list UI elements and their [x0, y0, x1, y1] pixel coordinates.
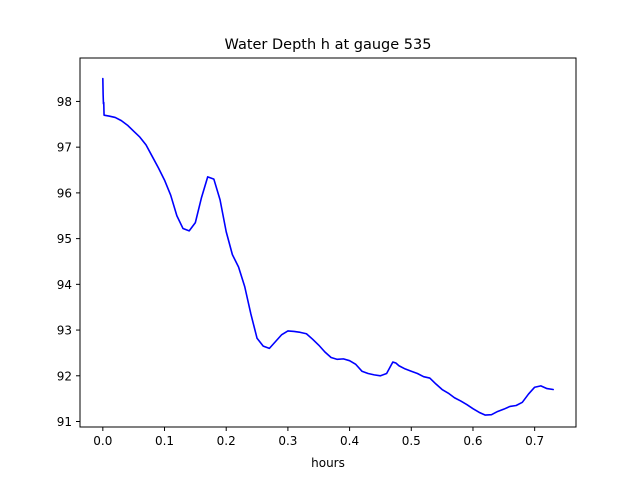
y-tick-label: 97	[57, 141, 72, 155]
x-tick-label: 0.6	[463, 434, 482, 448]
x-tick-label: 0.3	[278, 434, 297, 448]
y-tick-label: 93	[57, 324, 72, 338]
x-tick-label: 0.1	[155, 434, 174, 448]
x-tick-label: 0.5	[402, 434, 421, 448]
y-tick-label: 94	[57, 278, 72, 292]
x-tick-label: 0.7	[525, 434, 544, 448]
series-line	[102, 77, 554, 416]
x-tick-label: 0.2	[217, 434, 236, 448]
x-tick-label: 0.4	[340, 434, 359, 448]
chart-title: Water Depth h at gauge 535	[225, 37, 432, 53]
x-axis-label: hours	[311, 456, 345, 470]
axes-frame	[79, 57, 577, 428]
plot-layer	[102, 77, 554, 416]
x-axis: 0.0 0.1 0.2 0.3 0.4 0.5 0.6 0.7	[93, 427, 544, 448]
y-axis: 91 92 93 94 95 96 97 98	[57, 95, 80, 429]
y-tick-label: 98	[57, 95, 72, 109]
y-tick-label: 95	[57, 232, 72, 246]
y-tick-label: 96	[57, 186, 72, 200]
x-tick-label: 0.0	[93, 434, 112, 448]
y-tick-label: 92	[57, 369, 72, 383]
y-tick-label: 91	[57, 415, 72, 429]
